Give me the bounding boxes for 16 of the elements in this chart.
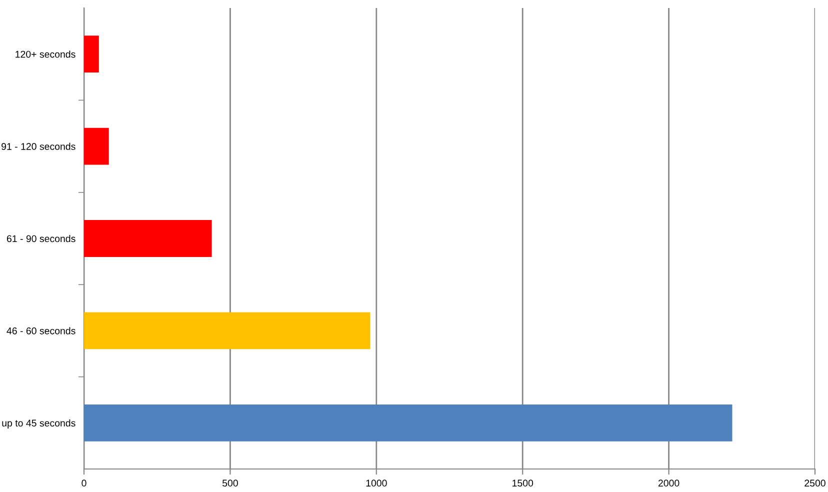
bar (84, 220, 212, 257)
y-tick-label: 120+ seconds (16, 50, 76, 58)
x-tick-label: 2000 (658, 480, 680, 487)
x-tick-label: 500 (222, 480, 238, 487)
y-tick-label: 46 - 60 seconds (6, 327, 76, 334)
bar (84, 312, 370, 350)
x-tick-label: 2500 (804, 480, 826, 487)
y-tick-label: 91 - 120 seconds (2, 142, 76, 150)
x-tick-label: 1000 (366, 480, 387, 487)
bar (84, 404, 732, 442)
x-tick-label: 0 (82, 480, 86, 487)
bar (84, 36, 99, 73)
x-tick-label: 1500 (512, 480, 534, 487)
y-tick-label: up to 45 seconds (2, 419, 76, 428)
y-tick-label: 61 - 90 seconds (6, 234, 76, 242)
bar (84, 128, 109, 165)
